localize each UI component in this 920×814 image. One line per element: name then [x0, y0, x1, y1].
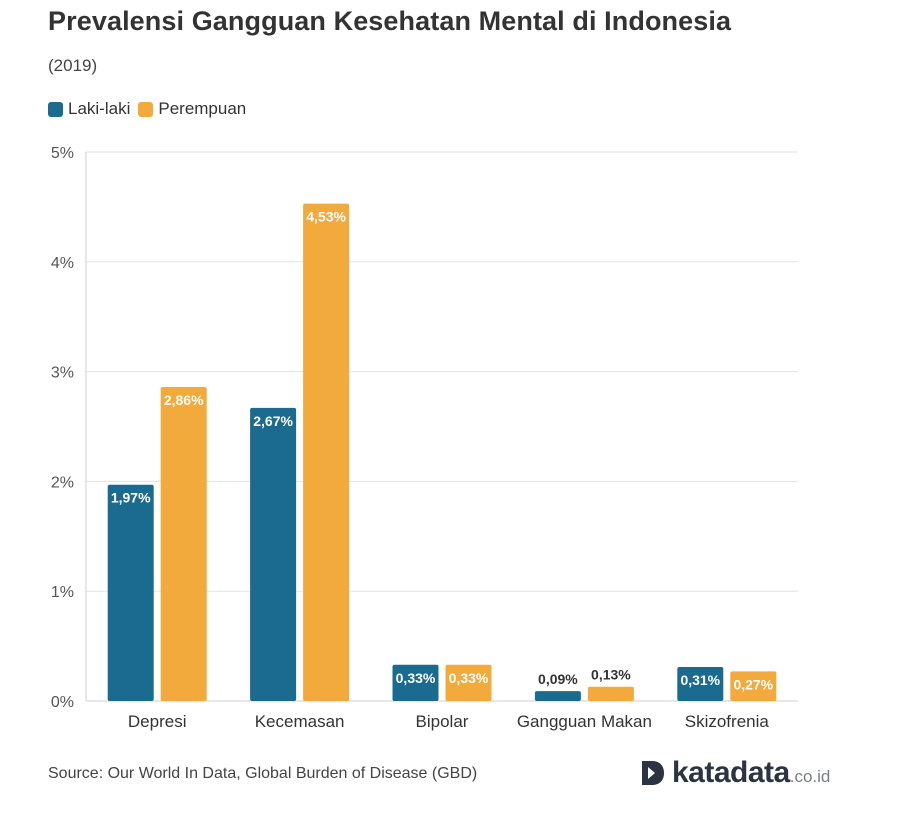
x-tick-label: Bipolar [416, 712, 469, 731]
legend-swatch-perempuan [138, 101, 154, 117]
bar-perempuan [587, 686, 634, 701]
data-label: 4,53% [306, 209, 346, 225]
y-tick-label: 4% [51, 255, 74, 272]
legend-item-perempuan: Perempuan [138, 99, 246, 119]
legend-swatch-laki-laki [48, 101, 63, 117]
x-tick-label: Depresi [128, 712, 187, 731]
x-tick-label: Kecemasan [255, 712, 345, 731]
bar-chart: 0% 1% 2% 3% 4% 5% Depresi 1,97% 2,86% Kecemasan 2,… [51, 145, 798, 731]
data-label: 0,31% [680, 672, 720, 688]
x-tick-label: Gangguan Makan [517, 712, 652, 731]
y-tick-label: 5% [51, 145, 74, 162]
data-label: 0,27% [733, 676, 773, 692]
bar-laki-laki [392, 664, 439, 701]
bar-laki-laki [107, 484, 154, 701]
bar-laki-laki [677, 666, 724, 701]
data-label: 2,86% [164, 392, 204, 408]
y-tick-label: 3% [51, 365, 74, 382]
legend-item-laki-laki: Laki-laki [48, 99, 130, 119]
bar-perempuan [730, 671, 777, 701]
bar-perempuan [160, 386, 207, 701]
legend-label-laki-laki: Laki-laki [68, 99, 131, 118]
source-note: Source: Our World In Data, Global Burden… [48, 765, 478, 782]
bar-perempuan [303, 203, 350, 701]
y-tick-label: 1% [51, 584, 74, 601]
data-label: 0,13% [591, 667, 631, 683]
y-tick-label: 2% [51, 474, 74, 491]
logo-text: katadata [672, 756, 790, 789]
data-label: 0,33% [396, 670, 436, 686]
bar-laki-laki [250, 407, 297, 701]
chart-subtitle: (2019) [48, 56, 98, 75]
data-label: 0,33% [449, 670, 489, 686]
x-tick-label: Skizofrenia [685, 712, 770, 731]
bar-laki-laki [534, 691, 581, 701]
data-label: 1,97% [111, 490, 151, 506]
legend-label-perempuan: Perempuan [158, 99, 247, 118]
katadata-d-logo-icon [642, 761, 664, 785]
katadata-logo: katadata .co.id [640, 756, 830, 790]
legend: Laki-laki Perempuan [48, 99, 246, 119]
data-label: 0,09% [538, 671, 578, 687]
y-tick-label: 0% [51, 694, 74, 711]
chart-title: Prevalensi Gangguan Kesehatan Mental di … [48, 6, 732, 36]
logo-suffix: .co.id [789, 767, 831, 786]
bar-perempuan [445, 664, 492, 701]
data-label: 2,67% [253, 413, 293, 429]
